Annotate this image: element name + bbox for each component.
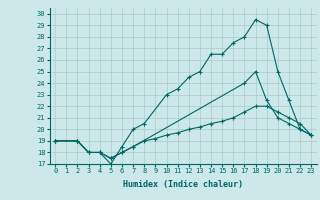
X-axis label: Humidex (Indice chaleur): Humidex (Indice chaleur) (123, 180, 243, 189)
